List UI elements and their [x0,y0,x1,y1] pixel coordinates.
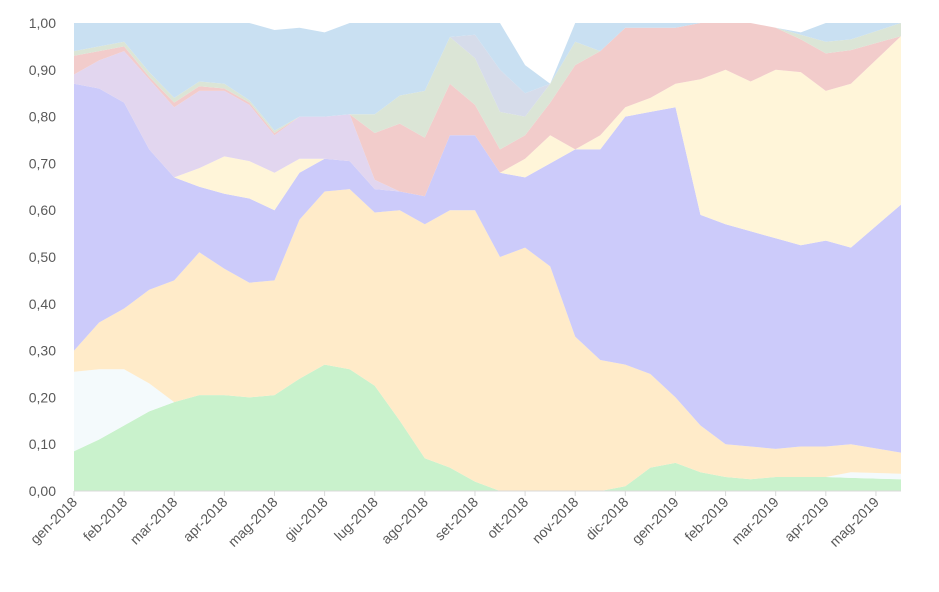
x-tick-label: lug-2018 [331,494,381,544]
x-tick-label: gen-2018 [27,494,80,547]
y-tick-label: 0,00 [29,483,56,499]
y-tick-label: 0,50 [29,249,56,265]
x-tick-label: feb-2018 [80,494,131,545]
series-area-4 [74,83,901,453]
y-tick-label: 0,30 [29,343,56,359]
y-tick-label: 0,20 [29,389,56,405]
y-tick-label: 0,70 [29,155,56,171]
x-tick-label: mar-2019 [728,494,782,548]
y-tick-label: 0,90 [29,62,56,78]
series-areas [74,23,901,491]
series-area-5 [74,36,901,248]
series-area-6 [74,36,901,197]
x-tick-label: giu-2018 [281,494,331,544]
x-tick-label: apr-2019 [781,494,832,545]
series-area-7 [74,23,901,197]
y-tick-label: 0,60 [29,202,56,218]
series-area-9 [74,23,901,131]
x-tick-label: dic-2018 [582,494,631,543]
y-tick-label: 0,80 [29,109,56,125]
y-axis: 0,00 0,10 0,20 0,30 0,40 0,50 0,60 0,70 0,80 0,90… [29,15,56,499]
series-area-8 [74,23,901,150]
x-tick-label: set-2018 [431,494,481,544]
x-tick-label: mag-2018 [225,494,281,550]
x-tick-label: ott-2018 [484,494,532,542]
x-tick-label: ago-2018 [378,494,431,547]
y-tick-label: 0,10 [29,436,56,452]
series-area-1 [74,364,901,491]
x-tick-label: mag-2019 [826,494,882,550]
y-tick-label: 1,00 [29,15,56,31]
x-tick-label: mar-2018 [127,494,181,548]
x-tick-label: apr-2018 [180,494,231,545]
x-tick-label: nov-2018 [529,494,582,547]
series-area-10 [74,23,901,131]
series-area-3 [74,189,901,491]
x-tick-label: feb-2019 [681,494,732,545]
y-tick-label: 0,40 [29,296,56,312]
x-tick-label: gen-2019 [628,494,681,547]
